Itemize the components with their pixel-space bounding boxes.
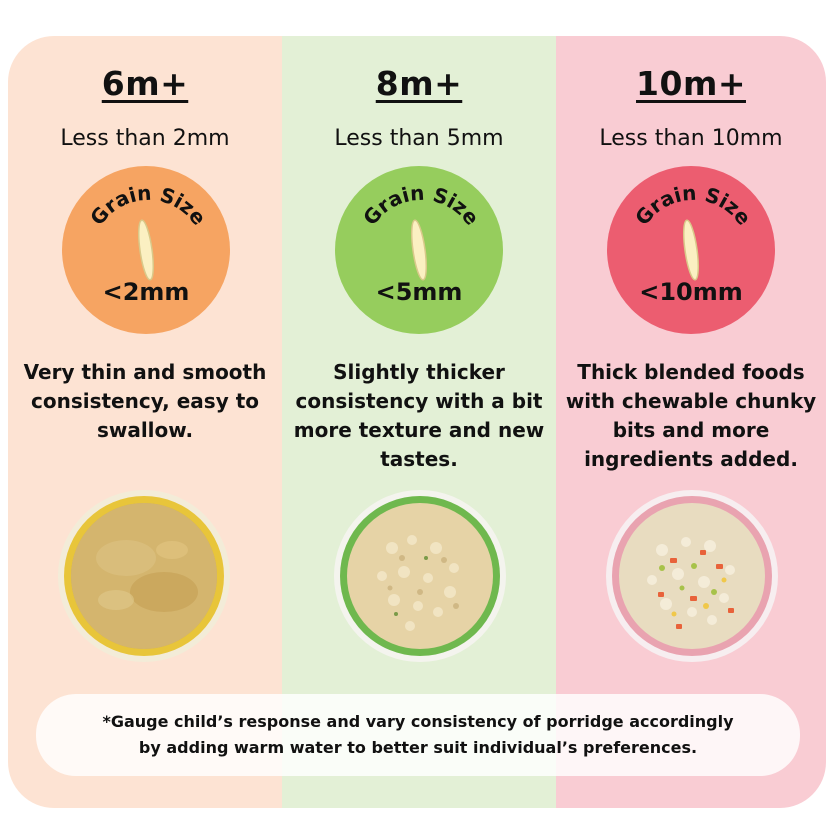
grain-size-value: <2mm [102, 278, 190, 306]
rice-grain-icon [137, 219, 155, 281]
svg-text:Grain Size: Grain Size [630, 181, 756, 230]
grain-size-arc-label: Grain Size [630, 181, 756, 281]
consistency-guide-card: 6m+ Less than 2mm Grain Size <2mm Very t… [8, 36, 826, 808]
stage-column-6m: 6m+ Less than 2mm Grain Size <2mm Very t… [8, 36, 282, 808]
stage-column-10m: 10m+ Less than 10mm Grain Size <10mm Thi… [556, 36, 826, 808]
stage-description: Very thin and smooth consistency, easy t… [23, 360, 267, 442]
grain-size-label: Grain Size [85, 181, 211, 230]
age-heading: 8m+ [375, 64, 463, 103]
grain-size-badge: Grain Size <2mm [62, 166, 230, 334]
size-limit-text: Less than 2mm [60, 126, 230, 151]
svg-text:Grain Size: Grain Size [85, 181, 211, 230]
rice-grain-icon [410, 219, 428, 281]
footer-note-line-1: *Gauge child’s response and vary consist… [102, 712, 734, 731]
rice-grain-icon [682, 219, 700, 281]
age-heading: 10m+ [636, 64, 746, 103]
stage-description: Slightly thicker consistency with a bit … [293, 360, 545, 471]
stage-column-8m: 8m+ Less than 5mm Grain Size <5mm Slight… [282, 36, 556, 808]
grain-size-label: Grain Size [358, 181, 484, 230]
grain-size-value: <10mm [639, 278, 743, 306]
stage-description: Thick blended foods with chewable chunky… [565, 360, 817, 471]
smooth-puree-bowl-image [58, 490, 230, 662]
grain-size-arc-label: Grain Size [85, 181, 211, 281]
grain-size-arc-label: Grain Size [358, 181, 484, 281]
grain-size-badge: Grain Size <5mm [335, 166, 503, 334]
footer-note-line-2: by adding warm water to better suit indi… [138, 738, 698, 757]
chunky-porridge-bowl-image [606, 490, 778, 662]
age-heading: 6m+ [101, 64, 189, 103]
size-limit-text: Less than 10mm [599, 126, 783, 151]
grain-size-label: Grain Size [630, 181, 756, 230]
svg-text:Grain Size: Grain Size [358, 181, 484, 230]
grain-size-value: <5mm [375, 278, 463, 306]
size-limit-text: Less than 5mm [334, 126, 504, 151]
footer-note: *Gauge child’s response and vary consist… [36, 694, 800, 776]
textured-porridge-bowl-image [334, 490, 506, 662]
grain-size-badge: Grain Size <10mm [607, 166, 775, 334]
